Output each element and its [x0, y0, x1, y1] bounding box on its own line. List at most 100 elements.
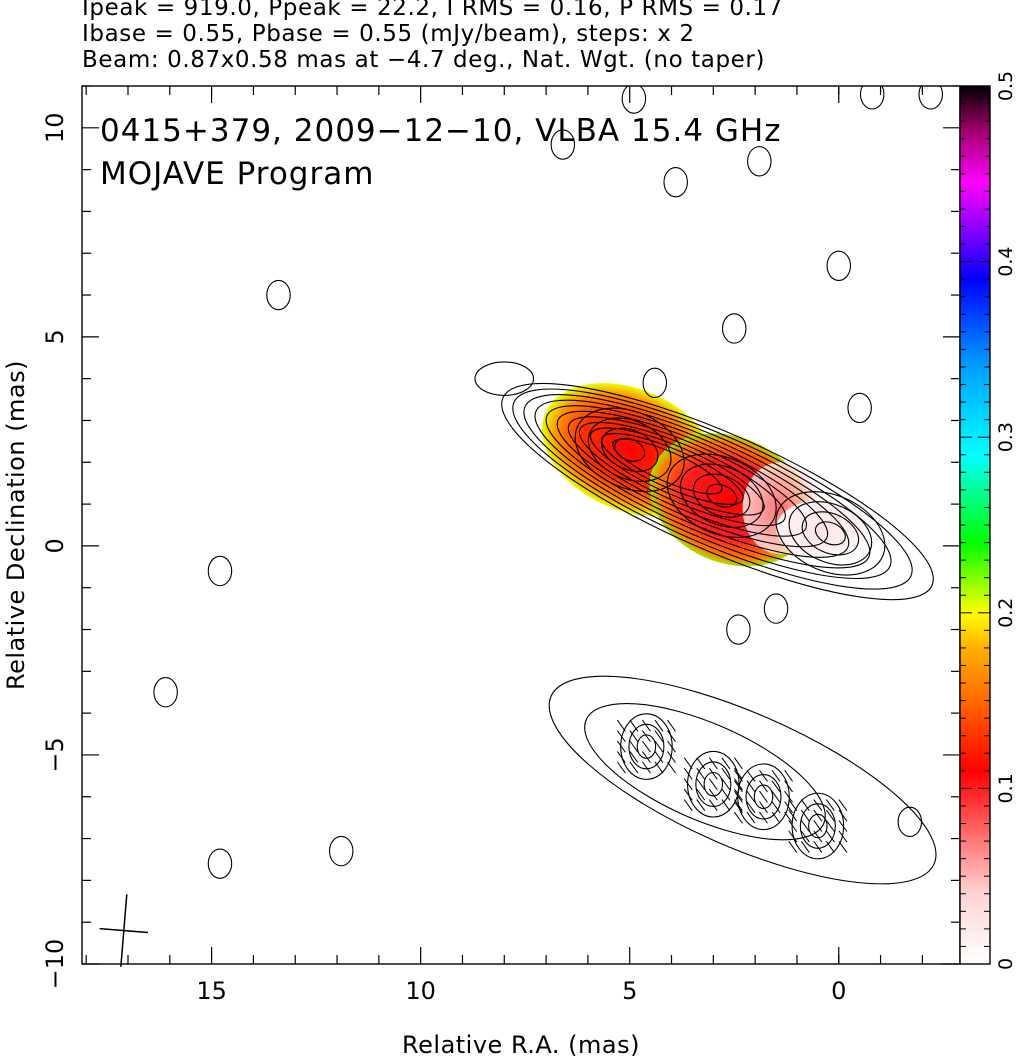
evpa-stick — [825, 820, 835, 832]
colorbar-tick-label: 0.3 — [995, 422, 1017, 452]
evpa-stick — [800, 809, 810, 822]
evpa-stick — [683, 788, 693, 801]
beam-marker — [99, 894, 149, 967]
evpa-stick — [721, 757, 731, 770]
evpa-stick — [734, 769, 743, 782]
evpa-stick — [629, 730, 639, 743]
evpa-stick — [642, 740, 651, 753]
evpa-stick — [708, 767, 718, 780]
evpa-stick — [788, 820, 798, 832]
evpa-stick — [788, 809, 798, 822]
noise-contour — [747, 146, 772, 177]
lower-knot-contour — [695, 761, 732, 808]
evpa-stick — [696, 757, 706, 770]
evpa-stick — [784, 769, 793, 782]
evpa-stick — [746, 801, 756, 814]
component-contour — [614, 437, 646, 462]
component-contour — [601, 427, 659, 472]
component-contour — [706, 483, 738, 508]
intensity-contour — [534, 399, 871, 569]
noise-contour — [826, 250, 852, 281]
colorbar-tick-label: 0.4 — [995, 246, 1017, 276]
lower-knot-contour — [620, 713, 673, 780]
evpa-stick — [667, 761, 676, 774]
evpa-stick — [788, 799, 798, 812]
evpa-stick — [734, 780, 743, 793]
evpa-stick — [788, 830, 798, 843]
evpa-stick — [616, 751, 626, 763]
evpa-stick — [721, 767, 731, 780]
component-contour — [693, 473, 751, 518]
intensity-contour — [512, 388, 913, 590]
evpa-stick — [683, 767, 693, 780]
evpa-stick — [759, 811, 768, 824]
noise-contour — [642, 367, 668, 399]
evpa-stick — [683, 778, 693, 791]
intensity-contour — [545, 405, 850, 558]
y-tick-labels: 10 5 0 −5 −10 — [41, 113, 69, 990]
evpa-stick — [784, 780, 793, 793]
evpa-stick — [667, 719, 676, 732]
header-line-3: Beam: 0.87x0.58 mas at −4.7 deg., Nat. W… — [82, 47, 766, 73]
evpa-stick — [629, 761, 639, 774]
evpa-stick — [746, 811, 756, 824]
evpa-stick — [642, 719, 651, 732]
evpa-stick — [721, 788, 731, 801]
noise-contour — [663, 166, 688, 198]
polarized-intensity-contours — [548, 675, 937, 885]
evpa-stick — [759, 769, 768, 782]
intensity-contour — [612, 438, 723, 495]
evpa-stick — [642, 730, 651, 743]
evpa-stick — [721, 778, 731, 791]
evpa-stick — [734, 757, 743, 770]
noise-contour — [550, 129, 576, 160]
evpa-stick — [759, 780, 768, 793]
y-tick-label: 10 — [41, 113, 69, 144]
colorbar-tick-label: 0.5 — [995, 71, 1017, 101]
noise-contour — [859, 86, 885, 110]
evpa-stick — [825, 841, 835, 853]
evpa-stick — [654, 719, 664, 732]
evpa-stick — [838, 830, 848, 843]
pol-patch-core — [776, 499, 869, 559]
evpa-stick — [616, 761, 626, 774]
evpa-stick — [771, 769, 781, 782]
component-contour — [788, 501, 873, 566]
evpa-stick — [696, 788, 706, 801]
evpa-stick — [654, 751, 664, 763]
evpa-stick — [734, 778, 743, 791]
evpa-stick — [771, 811, 781, 824]
component-contour — [574, 407, 685, 492]
evpa-stick — [813, 820, 823, 832]
evpa-stick — [696, 778, 706, 791]
evpa-stick — [696, 799, 706, 812]
evpa-stick — [800, 830, 810, 843]
evpa-stick — [708, 788, 718, 801]
lower-knot-contour — [703, 771, 724, 797]
header-line-2: Ibase = 0.55, Pbase = 0.55 (mJy/beam), s… — [82, 21, 695, 47]
evpa-stick — [734, 788, 743, 801]
lower-outer-contour — [548, 675, 937, 885]
lower-knot-contour — [753, 784, 774, 810]
evpa-stick — [838, 820, 848, 832]
evpa-stick — [813, 799, 823, 812]
evpa-stick — [771, 790, 781, 803]
evpa-stick — [683, 799, 693, 812]
noise-contour — [207, 848, 233, 879]
evpa-stick — [784, 811, 793, 824]
evpa-stick — [813, 830, 823, 843]
plot-title: 0415+379, 2009−12−10, VLBA 15.4 GHz — [100, 113, 781, 149]
axis-ticks — [82, 85, 960, 965]
component-contour — [775, 491, 886, 576]
evpa-stick — [838, 799, 848, 812]
evpa-stick — [616, 719, 626, 732]
evpa-stick — [721, 799, 731, 812]
evpa-stick — [825, 830, 835, 843]
x-tick-labels: 15 10 5 0 — [196, 977, 846, 1005]
evpa-stick — [784, 801, 793, 814]
evpa-stick — [746, 790, 756, 803]
x-axis-label: Relative R.A. (mas) — [402, 1031, 640, 1059]
noise-contour — [153, 677, 178, 708]
y-tick-label: −10 — [41, 939, 69, 990]
